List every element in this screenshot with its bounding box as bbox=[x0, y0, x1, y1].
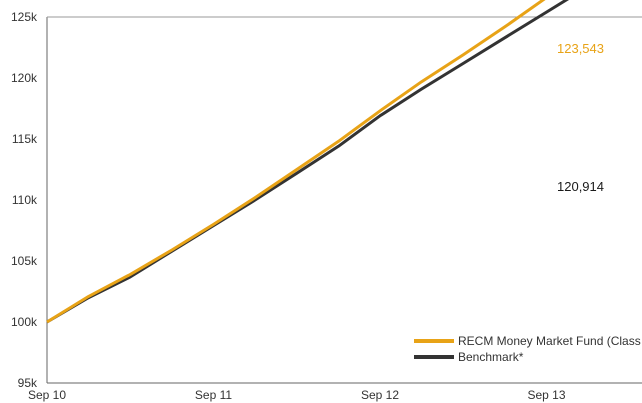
y-tick-label: 105k bbox=[11, 254, 38, 268]
y-tick-labels: 95k 100k 105k 110k 115k 120k 125k bbox=[11, 10, 38, 390]
y-tick-label: 125k bbox=[11, 10, 38, 24]
fund-end-value-label: 123,543 bbox=[557, 41, 604, 56]
x-tick-label: Sep 12 bbox=[361, 388, 399, 402]
legend: RECM Money Market Fund (Class A) Benchma… bbox=[414, 334, 642, 364]
fund-line bbox=[46, 0, 546, 324]
x-tick-labels: Sep 10 Sep 11 Sep 12 Sep 13 bbox=[28, 388, 566, 402]
x-tick-label: Sep 13 bbox=[527, 388, 565, 402]
y-tick-label: 110k bbox=[12, 193, 38, 207]
x-tick-label: Sep 11 bbox=[195, 388, 232, 402]
legend-label-benchmark: Benchmark* bbox=[458, 350, 524, 364]
benchmark-line bbox=[46, 0, 570, 324]
legend-swatch-fund bbox=[414, 339, 454, 343]
y-tick-label: 100k bbox=[11, 315, 38, 329]
legend-label-fund: RECM Money Market Fund (Class A) bbox=[458, 334, 642, 348]
y-tick-label: 95k bbox=[18, 376, 38, 390]
y-tick-label: 115k bbox=[12, 132, 38, 146]
y-tick-label: 120k bbox=[11, 71, 38, 85]
legend-swatch-benchmark bbox=[414, 355, 454, 359]
x-tick-label: Sep 10 bbox=[28, 388, 66, 402]
benchmark-end-value-label: 120,914 bbox=[557, 179, 604, 194]
series-lines bbox=[46, 0, 570, 324]
